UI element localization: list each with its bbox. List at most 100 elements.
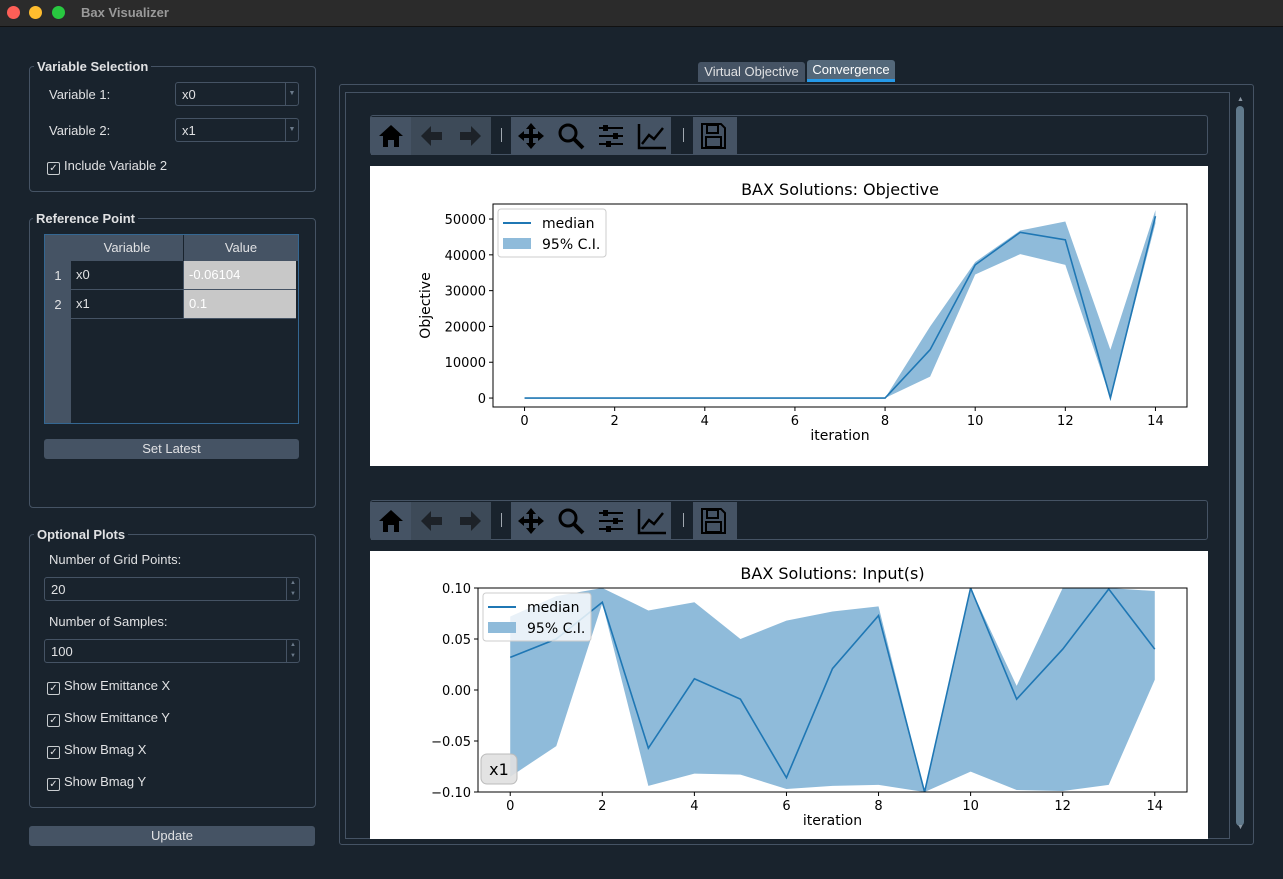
save-button[interactable] xyxy=(693,117,737,155)
scroll-down-icon[interactable]: ▼ xyxy=(1237,824,1244,831)
inputs-chart: 0 2 4 6 8 10 12 14 −0.10 −0.05 0.00 0.05 0.10 BAX Sol… xyxy=(431,564,1188,829)
x-tick-label: 10 xyxy=(962,799,979,814)
y-tick-label: 30000 xyxy=(445,285,486,300)
inputs-plot-canvas[interactable]: 0 2 4 6 8 10 12 14 −0.10 −0.05 0.00 0.05 0.10 BAX Sol… xyxy=(370,551,1208,839)
x-tick-label: 0 xyxy=(506,799,514,814)
y-tick-label: 10000 xyxy=(445,356,486,371)
x-tick-label: 14 xyxy=(1146,799,1163,814)
variable-selection-group xyxy=(29,66,316,192)
scroll-up-icon[interactable]: ▲ xyxy=(1237,96,1244,103)
pan-button[interactable] xyxy=(511,502,551,540)
reference-point-group xyxy=(29,218,316,508)
show-bmag-x-checkbox[interactable]: ✓ Show Bmag X xyxy=(47,742,146,759)
legend-ci-label: 95% C.I. xyxy=(527,621,585,637)
include-variable2-label: Include Variable 2 xyxy=(64,158,168,173)
column-header-variable[interactable]: Variable xyxy=(71,235,184,261)
zoom-window-button[interactable] xyxy=(52,6,65,19)
show-emittance-y-label: Show Emittance Y xyxy=(64,710,170,725)
checkmark-icon: ✓ xyxy=(47,162,60,175)
forward-button[interactable] xyxy=(451,502,491,540)
edit-axis-button[interactable] xyxy=(631,502,671,540)
confidence-band xyxy=(524,210,1156,399)
cell-value[interactable]: 0.1 xyxy=(184,290,296,319)
back-button[interactable] xyxy=(411,117,451,155)
toolbar-separator xyxy=(683,513,684,527)
spin-arrows-icon[interactable]: ▲ ▼ xyxy=(286,640,299,662)
vertical-scrollbar[interactable]: ▲ ▼ xyxy=(1234,96,1246,834)
save-icon xyxy=(701,508,726,534)
minimize-window-button[interactable] xyxy=(29,6,42,19)
tab-pane xyxy=(339,84,1254,845)
save-button[interactable] xyxy=(693,502,737,540)
samples-spinbox[interactable]: 100 ▲ ▼ xyxy=(44,639,300,663)
annotation-text: x1 xyxy=(489,760,509,779)
x-tick-label: 6 xyxy=(782,799,790,814)
window-titlebar: Bax Visualizer xyxy=(0,0,1283,27)
legend-median-label: median xyxy=(527,600,579,616)
cell-variable[interactable]: x0 xyxy=(71,261,184,290)
x-tick-label: 10 xyxy=(967,414,984,429)
cell-value[interactable]: -0.06104 xyxy=(184,261,296,290)
y-tick-label: 0 xyxy=(478,392,486,407)
tab-virtual-objective[interactable]: Virtual Objective xyxy=(698,62,805,82)
grid-points-spinbox[interactable]: 20 ▲ ▼ xyxy=(44,577,300,601)
row-index: 2 xyxy=(54,297,62,312)
configure-subplots-button[interactable] xyxy=(591,502,631,540)
legend-ci-label: 95% C.I. xyxy=(542,237,600,253)
annotation-box xyxy=(480,753,518,785)
configure-subplots-button[interactable] xyxy=(591,117,631,155)
reference-point-title: Reference Point xyxy=(33,211,138,226)
x-tick-label: 4 xyxy=(701,414,709,429)
back-button[interactable] xyxy=(411,502,451,540)
median-line xyxy=(509,588,1156,792)
x-tick-label: 0 xyxy=(520,414,528,429)
reference-point-table[interactable]: Variable Value 1 x0 -0.06104 2 x1 0.1 xyxy=(44,234,299,424)
update-button[interactable]: Update xyxy=(29,826,315,846)
zoom-icon xyxy=(558,123,585,150)
checkmark-icon: ✓ xyxy=(47,778,60,791)
home-icon xyxy=(379,125,403,147)
scrollbar-handle[interactable] xyxy=(1236,106,1244,826)
variable1-label: Variable 1: xyxy=(49,87,111,102)
show-emittance-x-checkbox[interactable]: ✓ Show Emittance X xyxy=(47,678,170,695)
x-axis-label: iteration xyxy=(810,428,869,444)
y-tick-label: 0.00 xyxy=(442,684,471,699)
y-tick-label: 40000 xyxy=(445,249,486,264)
forward-button[interactable] xyxy=(451,117,491,155)
include-variable2-checkbox[interactable]: ✓ Include Variable 2 xyxy=(47,158,167,175)
y-tick-label: 20000 xyxy=(445,320,486,335)
show-bmag-y-checkbox[interactable]: ✓ Show Bmag Y xyxy=(47,774,146,791)
objective-chart: 0 2 4 6 8 10 12 14 0 10000 20000 30000 40000 50000 BAX… xyxy=(418,180,1188,444)
column-header-value[interactable]: Value xyxy=(184,235,298,261)
save-icon xyxy=(701,123,726,149)
legend-ci-swatch xyxy=(503,238,531,249)
home-button[interactable] xyxy=(371,502,411,540)
axes-frame xyxy=(492,203,1188,408)
back-arrow-icon xyxy=(421,511,442,531)
spin-arrows-icon[interactable]: ▲ ▼ xyxy=(286,578,299,600)
x-tick-label: 8 xyxy=(874,799,882,814)
window-title: Bax Visualizer xyxy=(81,5,169,20)
set-latest-button[interactable]: Set Latest xyxy=(44,439,299,459)
pan-icon xyxy=(518,508,544,534)
samples-label: Number of Samples: xyxy=(49,614,168,629)
zoom-button[interactable] xyxy=(551,117,591,155)
grid-points-value: 20 xyxy=(51,582,66,597)
variable2-combobox[interactable]: x1 ▼ xyxy=(175,118,299,142)
show-emittance-y-checkbox[interactable]: ✓ Show Emittance Y xyxy=(47,710,170,727)
objective-plot-canvas[interactable]: 0 2 4 6 8 10 12 14 0 10000 20000 30000 40000 50000 BAX… xyxy=(370,166,1208,466)
edit-axis-button[interactable] xyxy=(631,117,671,155)
cell-variable[interactable]: x1 xyxy=(71,290,184,319)
variable1-combobox[interactable]: x0 ▼ xyxy=(175,82,299,106)
zoom-button[interactable] xyxy=(551,502,591,540)
optional-plots-title: Optional Plots xyxy=(34,527,129,542)
x-tick-label: 2 xyxy=(598,799,606,814)
variable-selection-title: Variable Selection xyxy=(34,59,152,74)
home-button[interactable] xyxy=(371,117,411,155)
legend-ci-swatch xyxy=(488,622,516,633)
pan-button[interactable] xyxy=(511,117,551,155)
x-axis-label: iteration xyxy=(803,813,862,829)
tab-convergence[interactable]: Convergence xyxy=(807,60,895,82)
plot-toolbar xyxy=(370,500,1208,540)
close-window-button[interactable] xyxy=(7,6,20,19)
